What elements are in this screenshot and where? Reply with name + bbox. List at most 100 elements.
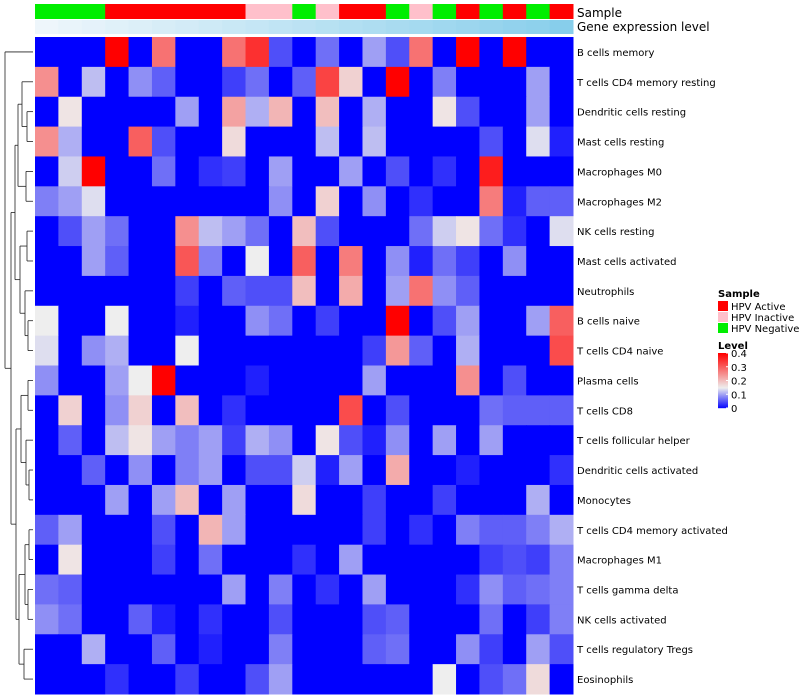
heatmap-cell <box>526 156 551 187</box>
heatmap-cell <box>339 484 363 516</box>
heatmap-cell <box>479 664 504 695</box>
heatmap-cell <box>105 604 130 635</box>
heatmap-cell <box>222 96 247 128</box>
heatmap-cell <box>526 126 551 157</box>
heatmap-cell <box>58 275 83 307</box>
heatmap-cell <box>58 365 83 396</box>
heatmap-cell <box>526 574 551 605</box>
heatmap-cell <box>502 305 527 337</box>
heatmap-cell <box>58 156 83 187</box>
heatmap-cell <box>479 514 504 546</box>
gene-expression-annotation-bar <box>35 20 574 34</box>
legend-gradient-step <box>718 407 728 409</box>
heatmap-cell <box>385 514 410 546</box>
legend-gradient-step <box>718 353 728 355</box>
heatmap-cell <box>385 484 410 516</box>
sample-annotation-cell <box>339 4 363 19</box>
heatmap-cell <box>128 156 153 187</box>
heatmap-cell <box>198 604 223 635</box>
heatmap-cell <box>409 96 434 128</box>
heatmap-cell <box>222 246 247 277</box>
heatmap-cell <box>58 574 83 605</box>
heatmap-cell <box>245 246 270 277</box>
row-label: NK cells resting <box>577 227 654 238</box>
heatmap-cell <box>81 634 106 665</box>
heatmap-cell <box>245 484 270 516</box>
heatmap-cell <box>362 186 387 217</box>
heatmap-cell <box>35 246 59 277</box>
gene-expression-cell <box>502 20 527 34</box>
heatmap-cell <box>292 305 317 337</box>
heatmap-cell <box>128 544 153 576</box>
heatmap-cell <box>479 335 504 366</box>
heatmap-cell <box>292 156 317 187</box>
heatmap-cell <box>58 664 83 695</box>
heatmap-cell <box>479 395 504 426</box>
heatmap-cell <box>245 574 270 605</box>
heatmap-cell <box>128 186 153 217</box>
heatmap-cell <box>81 544 106 576</box>
row-label: T cells follicular helper <box>576 436 691 447</box>
heatmap-cell <box>409 126 434 157</box>
legend-item-label: HPV Negative <box>731 324 799 335</box>
heatmap-cell <box>128 216 153 247</box>
heatmap-cell <box>292 395 317 426</box>
heatmap-cell <box>409 37 434 68</box>
heatmap-cell <box>456 455 480 486</box>
heatmap-cell <box>151 37 176 68</box>
heatmap-cell <box>339 634 363 665</box>
heatmap-cell <box>58 246 83 277</box>
heatmap-cell <box>409 484 434 516</box>
legend-gradient-step <box>718 401 728 403</box>
legend-tick-label: 0.1 <box>731 390 747 401</box>
heatmap-cell <box>409 425 434 456</box>
heatmap-cell <box>385 664 410 695</box>
heatmap-cell <box>456 66 480 98</box>
heatmap-cell <box>456 544 480 576</box>
heatmap-cell <box>292 365 317 396</box>
row-label: Mast cells activated <box>577 257 676 268</box>
heatmap-cell <box>245 305 270 337</box>
heatmap-cell <box>456 96 480 128</box>
heatmap-cell <box>409 156 434 187</box>
heatmap-cell <box>339 186 363 217</box>
heatmap-cell <box>362 604 387 635</box>
sample-annotation-cell <box>81 4 106 19</box>
heatmap-cell <box>456 664 480 695</box>
heatmap-cell <box>105 544 130 576</box>
heatmap-cell <box>198 37 223 68</box>
heatmap-cell <box>35 126 59 157</box>
heatmap-cell <box>222 664 247 695</box>
heatmap-cell <box>526 664 551 695</box>
heatmap-cell <box>151 425 176 456</box>
heatmap-cell <box>315 425 340 456</box>
heatmap-cell <box>128 514 153 546</box>
heatmap-cell <box>222 544 247 576</box>
heatmap-cell <box>198 574 223 605</box>
legend-gradient-step <box>718 356 728 358</box>
heatmap-cell <box>339 365 363 396</box>
heatmap-cell <box>292 664 317 695</box>
heatmap-cell <box>456 634 480 665</box>
legend-gradient-step <box>718 367 728 369</box>
heatmap-cell <box>58 216 83 247</box>
heatmap-cell <box>479 634 504 665</box>
heatmap-cell <box>175 126 200 157</box>
heatmap-cell <box>339 66 363 98</box>
heatmap-cell <box>526 96 551 128</box>
heatmap-cell <box>315 305 340 337</box>
legend-gradient-step <box>718 390 728 392</box>
heatmap-cell <box>35 425 59 456</box>
heatmap-cell <box>385 634 410 665</box>
heatmap-cell <box>409 634 434 665</box>
row-label: B cells naive <box>577 317 640 328</box>
heatmap-cell <box>385 425 410 456</box>
heatmap-cell <box>315 514 340 546</box>
heatmap-cell <box>432 305 457 337</box>
heatmap-cell <box>526 425 551 456</box>
heatmap-cell <box>409 455 434 486</box>
heatmap-cell <box>432 66 457 98</box>
heatmap-cell <box>502 395 527 426</box>
heatmap-cell <box>385 544 410 576</box>
